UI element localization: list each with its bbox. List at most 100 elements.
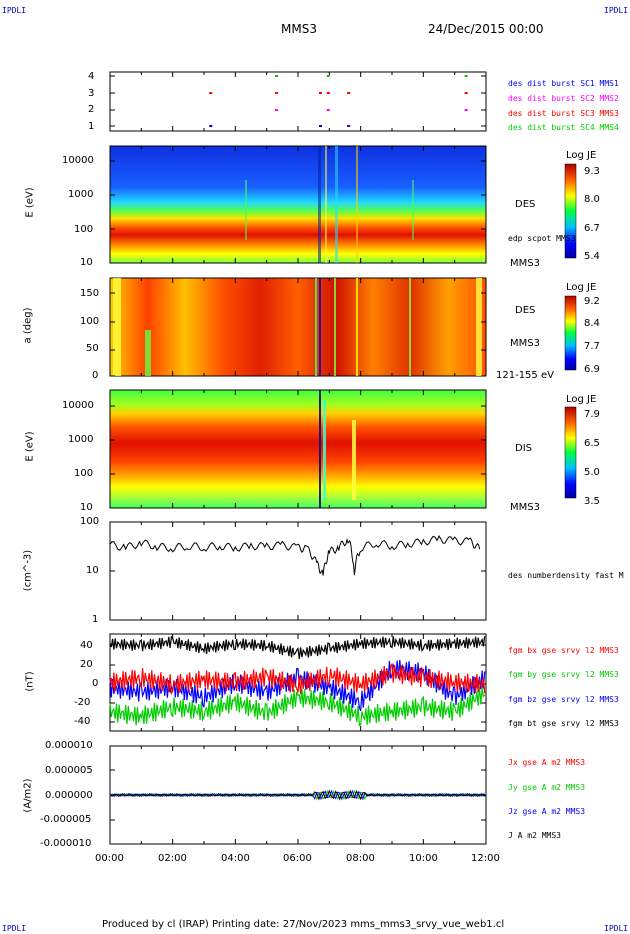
xtick-label-0000: 00:00 xyxy=(95,853,124,864)
des-e-ylabel: E (eV) xyxy=(24,187,36,218)
burst-marker xyxy=(275,109,279,111)
burst-ytick-4: 4 xyxy=(88,71,95,82)
des-e-cb-tick-0: 9.3 xyxy=(584,166,600,177)
b-ytick-m40: -40 xyxy=(74,716,91,727)
dis-ylabel: E (eV) xyxy=(24,431,36,462)
dens-ytick-10: 10 xyxy=(86,565,99,576)
pitch-range-label: 121-155 eV xyxy=(496,370,554,381)
pitch-ytick-150: 150 xyxy=(80,288,100,299)
burst-panel-frame xyxy=(109,71,487,132)
j-ytick-2: 0.000000 xyxy=(45,790,93,801)
x-axis-ticks xyxy=(109,72,487,844)
dens-ytick-1: 1 xyxy=(92,614,99,625)
burst-marker xyxy=(464,109,468,111)
bfield-series-lines xyxy=(109,635,486,727)
j-ytick-3: -0.000005 xyxy=(40,814,92,825)
dis-ytick-1000: 1000 xyxy=(68,434,94,445)
colorbar-dis-energy xyxy=(564,406,577,499)
pitch-ytick-100: 100 xyxy=(80,316,100,327)
burst-marker xyxy=(326,109,330,111)
des-pitch-streaks xyxy=(113,278,482,376)
burst-marker xyxy=(318,125,322,127)
des-e-colorbar-title: Log JE xyxy=(566,150,597,161)
burst-marker xyxy=(275,92,279,94)
current-series-lines xyxy=(109,789,487,801)
des-energy-streaks xyxy=(245,146,414,263)
dis-energy-streaks xyxy=(319,390,356,508)
pitch-cb-tick-3: 6.9 xyxy=(584,364,600,375)
j-ytick-1: 0.000005 xyxy=(45,765,93,776)
burst-marker xyxy=(209,92,213,94)
des-e-cb-tick-1: 8.0 xyxy=(584,194,600,205)
b-ytick-m20: -20 xyxy=(74,697,91,708)
j-legend-j: J A m2 MMS3 xyxy=(508,831,561,840)
burst-marker xyxy=(464,75,468,77)
burst-legend-sc1: des dist burst SC1 MMS1 xyxy=(508,79,619,88)
burst-ytick-1: 1 xyxy=(88,121,95,132)
xtick-label-1200: 12:00 xyxy=(471,853,500,864)
burst-marker xyxy=(326,75,330,77)
des-e-overlay-label: edp scpot MMS3 xyxy=(508,234,576,243)
des-e-sc-label: MMS3 xyxy=(510,258,540,269)
j-ytick-0: 0.000010 xyxy=(45,740,93,751)
dis-cb-tick-0: 7.9 xyxy=(584,409,600,420)
jz-series-line xyxy=(109,789,487,801)
corner-tl-label: IPDLI xyxy=(2,6,27,15)
pitch-ytick-50: 50 xyxy=(86,343,99,354)
des-e-ytick-10000: 10000 xyxy=(62,155,94,166)
des-e-cb-tick-2: 6.7 xyxy=(584,223,600,234)
des-e-side-label: DES xyxy=(515,199,536,210)
xtick-label-0800: 08:00 xyxy=(346,853,375,864)
dis-ytick-100: 100 xyxy=(74,468,94,479)
xtick-label-0600: 06:00 xyxy=(283,853,312,864)
b-legend-bt: fgm bt gse srvy l2 MMS3 xyxy=(508,719,619,728)
footer-credits: Produced by cl (IRAP) Printing date: 27/… xyxy=(102,919,505,930)
colorbar-des-pitch xyxy=(564,295,577,371)
bx-series-line xyxy=(109,663,486,696)
b-ylabel: (nT) xyxy=(24,671,36,692)
j-legend-jz: Jz gse A m2 MMS3 xyxy=(508,807,586,816)
burst-marker xyxy=(464,92,468,94)
des-e-cb-tick-3: 5.4 xyxy=(584,251,600,262)
burst-legend-sc4: des dist burst SC4 MMS4 xyxy=(508,123,619,132)
dens-ytick-100: 100 xyxy=(80,516,100,527)
b-ytick-40: 40 xyxy=(80,640,93,651)
pitch-side-label: DES xyxy=(515,305,536,316)
burst-marker xyxy=(347,92,351,94)
dis-sc-label: MMS3 xyxy=(510,502,540,513)
b-ytick-0: 0 xyxy=(92,678,99,689)
burst-legend-sc2: des dist burst SC2 MMS2 xyxy=(508,94,619,103)
burst-marker xyxy=(209,125,213,127)
dis-colorbar-title: Log JE xyxy=(566,394,597,405)
xtick-label-0200: 02:00 xyxy=(158,853,187,864)
corner-bl-label: IPDLI xyxy=(2,924,27,933)
des-e-ytick-10: 10 xyxy=(80,257,93,268)
by-series-line xyxy=(109,686,486,727)
pitch-sc-label: MMS3 xyxy=(510,338,540,349)
burst-markers xyxy=(209,75,468,127)
dens-ylabel: (cm^-3) xyxy=(22,549,34,592)
b-legend-bz: fgm bz gse srvy l2 MMS3 xyxy=(508,695,619,704)
burst-marker xyxy=(347,125,351,127)
burst-ytick-2: 2 xyxy=(88,104,95,115)
page-date: 24/Dec/2015 00:00 xyxy=(428,22,544,36)
j-ytick-4: -0.000010 xyxy=(40,838,92,849)
burst-legend-sc3: des dist burst SC3 MMS3 xyxy=(508,109,619,118)
xtick-label-1000: 10:00 xyxy=(409,853,438,864)
dis-cb-tick-3: 3.5 xyxy=(584,496,600,507)
xtick-label-0400: 04:00 xyxy=(221,853,250,864)
density-series-line xyxy=(109,534,481,576)
j-ylabel: (A/m2) xyxy=(22,778,34,813)
des-energy-spectrogram xyxy=(109,145,487,264)
pitch-cb-tick-0: 9.2 xyxy=(584,296,600,307)
pitch-colorbar-title: Log JE xyxy=(566,282,597,293)
bt-series-line xyxy=(109,635,486,659)
b-legend-bx: fgm bx gse srvy l2 MMS3 xyxy=(508,646,619,655)
des-e-ytick-100: 100 xyxy=(74,224,94,235)
corner-tr-label: IPDLI xyxy=(604,6,629,15)
burst-marker xyxy=(326,92,330,94)
pitch-cb-tick-1: 8.4 xyxy=(584,318,600,329)
des-e-ytick-1000: 1000 xyxy=(68,189,94,200)
des-pitch-spectrogram xyxy=(109,277,487,377)
